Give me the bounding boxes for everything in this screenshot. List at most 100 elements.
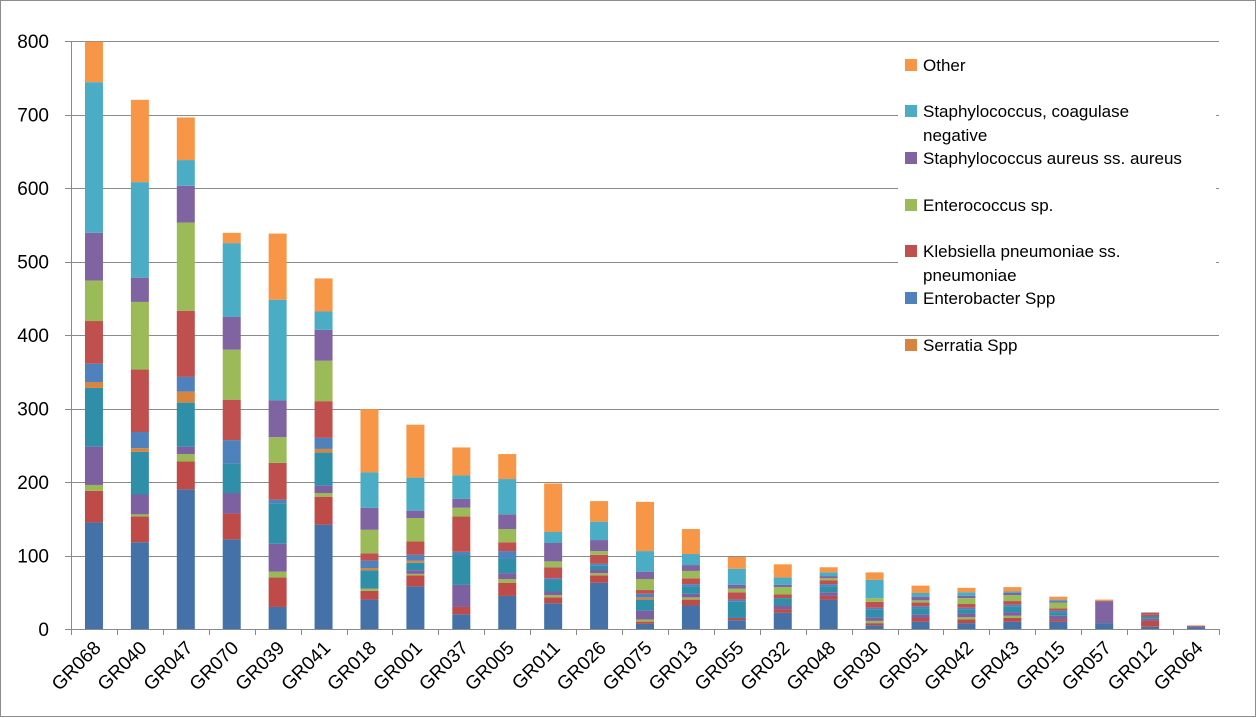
bar-segment — [452, 551, 471, 556]
x-tick-label: GR012 — [1104, 638, 1161, 695]
bar-segment — [1049, 608, 1068, 611]
bar-segment — [84, 382, 103, 388]
bar-segment — [957, 592, 976, 596]
legend-label: Klebsiella pneumoniae ss. pneumoniae — [923, 242, 1121, 285]
bar-segment — [222, 440, 241, 464]
bar-segment — [360, 590, 379, 600]
bar-segment — [314, 485, 333, 494]
x-tick-label: GR026 — [553, 638, 610, 695]
bar-segment — [544, 595, 563, 598]
x-tick-label: GR011 — [508, 638, 564, 694]
bar-segment — [911, 614, 930, 618]
bar-segment — [130, 514, 149, 517]
bar-segment — [222, 539, 241, 629]
bar-segment — [727, 620, 746, 629]
bar-segment — [452, 498, 471, 508]
bar-segment — [681, 570, 700, 579]
bar-segment — [84, 446, 103, 485]
bar-segment — [360, 553, 379, 561]
bar-segment — [957, 595, 976, 599]
bar-segment — [130, 369, 149, 433]
bar-segment — [268, 299, 287, 401]
bar-segment — [314, 524, 333, 629]
bar-segment — [314, 493, 333, 497]
bar-segment — [268, 437, 287, 463]
legend-swatch — [905, 105, 917, 117]
bar-segment — [819, 576, 838, 579]
bar-segment — [957, 604, 976, 608]
bar-segment — [498, 542, 517, 552]
bar-segment — [911, 600, 930, 603]
bar-segment — [452, 507, 471, 517]
bar-segment — [452, 516, 471, 552]
bar-segment — [498, 595, 517, 629]
bar-segment — [406, 424, 425, 478]
bar-segment — [773, 587, 792, 595]
bar-segment — [176, 185, 195, 223]
bar-segment — [957, 607, 976, 610]
legend: Other Staphylococcus, coagulase negative St… — [898, 45, 1216, 355]
bar-segment — [865, 598, 884, 602]
bar-segment — [911, 617, 930, 622]
bar-segment — [865, 617, 884, 621]
bar-segment — [406, 586, 425, 629]
bar-segment — [911, 602, 930, 607]
bar-segment — [1003, 615, 1022, 618]
legend-swatch — [905, 152, 917, 164]
x-tick-label: GR057 — [1058, 638, 1115, 695]
bar-segment — [360, 588, 379, 591]
bar-segment — [268, 462, 287, 500]
gridlines — [71, 41, 1219, 557]
x-tick-label: GR001 — [370, 638, 427, 695]
bar-segment — [1049, 619, 1068, 622]
bar-segment — [176, 454, 195, 462]
x-tick-label: GR005 — [461, 638, 518, 695]
bar-segment — [957, 609, 976, 614]
bar-segment — [406, 575, 425, 587]
bar-segment — [773, 598, 792, 606]
bar-segment — [84, 484, 103, 491]
bar-segment — [222, 513, 241, 540]
bar-segment — [268, 499, 287, 504]
bar-segment — [314, 311, 333, 330]
bar-segment — [544, 567, 563, 579]
bar-segment — [1049, 601, 1068, 603]
bar-segment — [314, 329, 333, 361]
y-axis-ticks: 0 100 200 300 400 500 600 700 800 — [17, 32, 49, 641]
bar-segment — [1095, 601, 1114, 624]
bar-segment — [268, 233, 287, 300]
x-tick-label: GR032 — [737, 638, 794, 695]
bar-segment — [1141, 620, 1160, 627]
x-tick-label: GR040 — [94, 638, 151, 695]
bar-segment — [727, 568, 746, 585]
bar-segment — [498, 529, 517, 543]
bar-segment — [590, 554, 609, 564]
bar-segment — [819, 584, 838, 587]
x-tick-label: GR037 — [415, 638, 472, 695]
bar-segment — [590, 551, 609, 555]
x-tick-label: GR041 — [278, 638, 335, 695]
x-tick-label: GR013 — [645, 638, 702, 695]
x-tick-label: GR018 — [324, 638, 381, 695]
bar-segment — [222, 399, 241, 441]
bar-segment — [498, 479, 517, 515]
bar-segment — [681, 597, 700, 600]
bar-segment — [222, 463, 241, 494]
bar-segment — [819, 586, 838, 593]
bar-segment — [130, 432, 149, 449]
bar-segment — [406, 562, 425, 571]
bar-segment — [130, 99, 149, 183]
bar-segment — [268, 577, 287, 607]
y-tick-label: 100 — [17, 547, 49, 568]
bar-segment — [268, 571, 287, 578]
bar-segment — [406, 510, 425, 519]
bar-segment — [176, 461, 195, 490]
bar-segment — [314, 437, 333, 449]
bar-segment — [222, 243, 241, 317]
bar-segment — [636, 501, 654, 552]
x-tick-label: GR042 — [921, 638, 978, 695]
bar-segment — [636, 621, 654, 624]
bar-segment — [727, 592, 746, 600]
bar-segment — [452, 475, 471, 499]
